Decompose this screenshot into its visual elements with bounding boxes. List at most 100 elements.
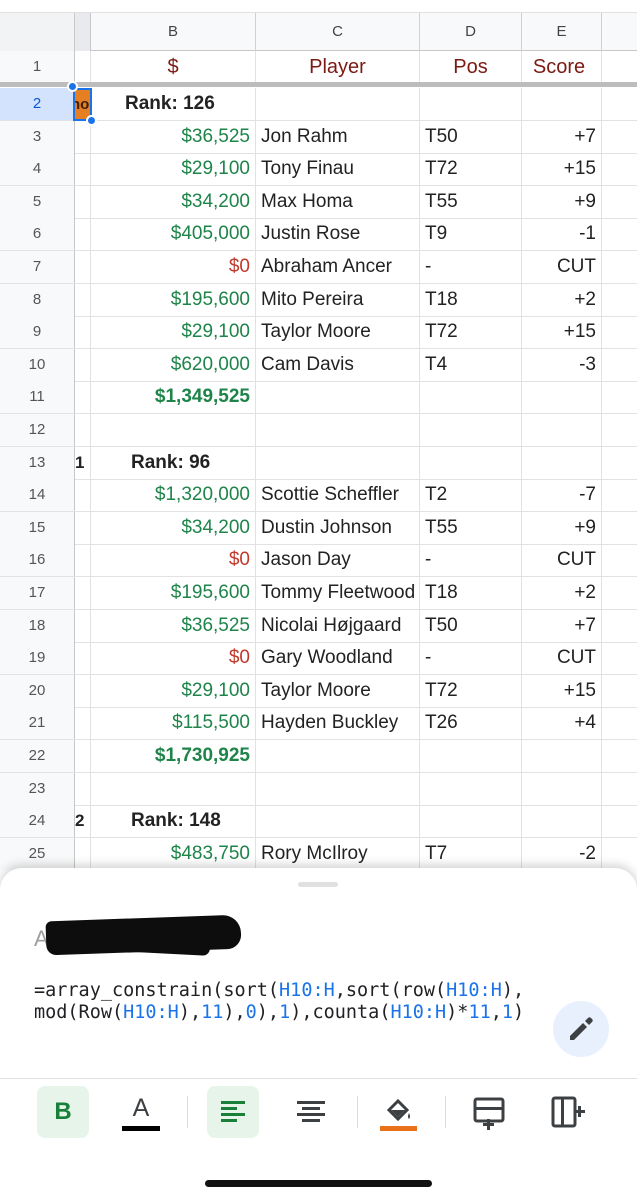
- score-cell[interactable]: +15: [522, 674, 602, 707]
- earnings-cell[interactable]: [91, 772, 256, 805]
- score-cell[interactable]: +15: [522, 153, 602, 186]
- score-cell[interactable]: [522, 772, 602, 805]
- team-number-cell[interactable]: [75, 707, 91, 740]
- team-number-cell[interactable]: [75, 577, 91, 609]
- column-header-c[interactable]: C: [256, 13, 420, 51]
- row-number[interactable]: 6: [0, 218, 75, 251]
- row-number[interactable]: 4: [0, 153, 75, 186]
- player-cell[interactable]: Taylor Moore: [256, 316, 420, 349]
- score-cell[interactable]: +15: [522, 316, 602, 349]
- rank-cell[interactable]: Rank: 148: [91, 805, 256, 838]
- score-cell[interactable]: +2: [522, 283, 602, 316]
- cell[interactable]: [602, 153, 637, 185]
- team-number-cell[interactable]: [75, 511, 91, 544]
- team-number-cell[interactable]: 2: [75, 805, 91, 838]
- row-number[interactable]: 10: [0, 348, 75, 381]
- earnings-cell[interactable]: $195,600: [91, 577, 256, 609]
- row-number[interactable]: 24: [0, 805, 75, 838]
- player-cell[interactable]: Rory McIlroy: [256, 837, 420, 870]
- position-cell[interactable]: T72: [420, 153, 522, 186]
- team-number-cell[interactable]: [75, 348, 91, 381]
- position-cell[interactable]: [420, 88, 522, 120]
- team-number-cell[interactable]: [75, 185, 91, 218]
- home-indicator[interactable]: [205, 1180, 432, 1187]
- score-cell[interactable]: [522, 381, 602, 414]
- team-number-cell[interactable]: [75, 674, 91, 707]
- earnings-cell[interactable]: $483,750: [91, 837, 256, 870]
- row-number[interactable]: 20: [0, 674, 75, 707]
- score-cell[interactable]: +9: [522, 185, 602, 218]
- row-number[interactable]: 3: [0, 120, 75, 153]
- score-cell[interactable]: [522, 446, 602, 479]
- cell[interactable]: [602, 642, 637, 674]
- cell[interactable]: [602, 773, 637, 805]
- position-cell[interactable]: T4: [420, 348, 522, 381]
- cell[interactable]: [602, 577, 637, 609]
- row-number[interactable]: 19: [0, 642, 75, 675]
- score-cell[interactable]: -2: [522, 837, 602, 870]
- cell[interactable]: [602, 544, 637, 576]
- fill-color-button[interactable]: [372, 1086, 424, 1138]
- insert-column-button[interactable]: [541, 1086, 593, 1138]
- score-cell[interactable]: -1: [522, 218, 602, 251]
- earnings-cell[interactable]: $620,000: [91, 348, 256, 381]
- position-cell[interactable]: T18: [420, 577, 522, 609]
- row-number[interactable]: 23: [0, 772, 75, 805]
- team-number-cell[interactable]: [75, 740, 91, 772]
- score-cell[interactable]: +7: [522, 120, 602, 153]
- team-number-cell[interactable]: [75, 837, 91, 870]
- earnings-cell[interactable]: $29,100: [91, 674, 256, 707]
- position-cell[interactable]: T9: [420, 218, 522, 251]
- row-number[interactable]: 13: [0, 446, 75, 479]
- cell[interactable]: [602, 251, 637, 283]
- insert-row-button[interactable]: [463, 1086, 515, 1138]
- position-cell[interactable]: T72: [420, 674, 522, 707]
- position-cell[interactable]: T50: [420, 609, 522, 642]
- score-cell[interactable]: [522, 88, 602, 120]
- column-header-b[interactable]: B: [91, 13, 256, 51]
- column-header-d[interactable]: D: [420, 13, 522, 51]
- player-cell[interactable]: Hayden Buckley: [256, 707, 420, 740]
- row-number[interactable]: 17: [0, 577, 75, 609]
- earnings-cell[interactable]: $0: [91, 642, 256, 675]
- align-left-button[interactable]: [207, 1086, 259, 1138]
- score-cell[interactable]: CUT: [522, 251, 602, 283]
- row-number[interactable]: 2: [0, 88, 75, 120]
- player-cell[interactable]: Taylor Moore: [256, 674, 420, 707]
- position-cell[interactable]: [420, 446, 522, 479]
- position-cell[interactable]: T55: [420, 511, 522, 544]
- cell[interactable]: [602, 284, 637, 316]
- row-number[interactable]: 14: [0, 479, 75, 512]
- score-cell[interactable]: CUT: [522, 642, 602, 675]
- team-number-cell[interactable]: [75, 642, 91, 675]
- header-cell-pos[interactable]: Pos: [420, 51, 522, 83]
- team-number-cell[interactable]: [75, 283, 91, 316]
- position-cell[interactable]: T18: [420, 283, 522, 316]
- team-number-cell[interactable]: [75, 316, 91, 349]
- player-cell[interactable]: [256, 381, 420, 414]
- frozen-row-divider[interactable]: [0, 82, 637, 87]
- position-cell[interactable]: T72: [420, 316, 522, 349]
- row-number[interactable]: 16: [0, 544, 75, 577]
- earnings-cell[interactable]: $34,200: [91, 185, 256, 218]
- text-color-button[interactable]: A: [115, 1086, 167, 1138]
- cell[interactable]: [602, 447, 637, 479]
- cell[interactable]: [602, 414, 637, 446]
- cell[interactable]: [602, 610, 637, 642]
- player-cell[interactable]: Tommy Fleetwood: [256, 577, 420, 609]
- score-cell[interactable]: [522, 414, 602, 446]
- cell[interactable]: [602, 805, 637, 837]
- position-cell[interactable]: [420, 805, 522, 838]
- position-cell[interactable]: T7: [420, 837, 522, 870]
- row-number[interactable]: 9: [0, 316, 75, 349]
- cell[interactable]: [75, 51, 91, 83]
- cell[interactable]: [602, 186, 637, 218]
- selection-handle-bottom[interactable]: [86, 115, 97, 126]
- position-cell[interactable]: -: [420, 642, 522, 675]
- cell[interactable]: [602, 707, 637, 739]
- position-cell[interactable]: T55: [420, 185, 522, 218]
- score-cell[interactable]: CUT: [522, 544, 602, 577]
- header-cell-dollars[interactable]: $: [91, 51, 256, 83]
- player-cell[interactable]: Dustin Johnson: [256, 511, 420, 544]
- player-cell[interactable]: Scottie Scheffler: [256, 479, 420, 512]
